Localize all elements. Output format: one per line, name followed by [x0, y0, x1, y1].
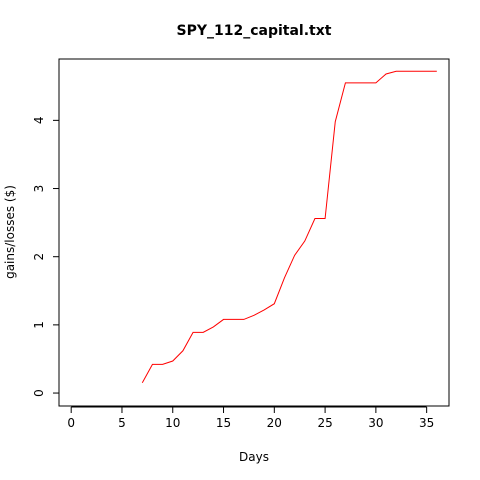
x-tick-label: 5: [118, 416, 126, 430]
x-tick-label: 0: [67, 416, 75, 430]
y-tick-label: 0: [32, 389, 46, 397]
x-tick-label: 35: [419, 416, 434, 430]
series-layer: [141, 70, 437, 384]
y-axis-label: gains/losses ($): [3, 185, 17, 279]
series-line: [141, 70, 437, 384]
y-axis: 0 1 2 3 4: [32, 117, 60, 397]
x-tick-label: 15: [216, 416, 231, 430]
y-tick-label: 1: [32, 321, 46, 329]
x-tick-label: 25: [317, 416, 332, 430]
y-tick-label: 4: [32, 117, 46, 125]
x-tick-label: 10: [165, 416, 180, 430]
x-tick-label: 20: [267, 416, 282, 430]
x-tick-label: 30: [368, 416, 383, 430]
plot-area: [58, 58, 450, 407]
y-tick-label: 3: [32, 185, 46, 193]
chart-title: SPY_112_capital.txt: [177, 23, 332, 39]
x-axis: 0 5 10 15 20 25 30 35: [67, 406, 434, 430]
y-tick-label: 2: [32, 253, 46, 261]
x-axis-label: Days: [239, 450, 269, 464]
